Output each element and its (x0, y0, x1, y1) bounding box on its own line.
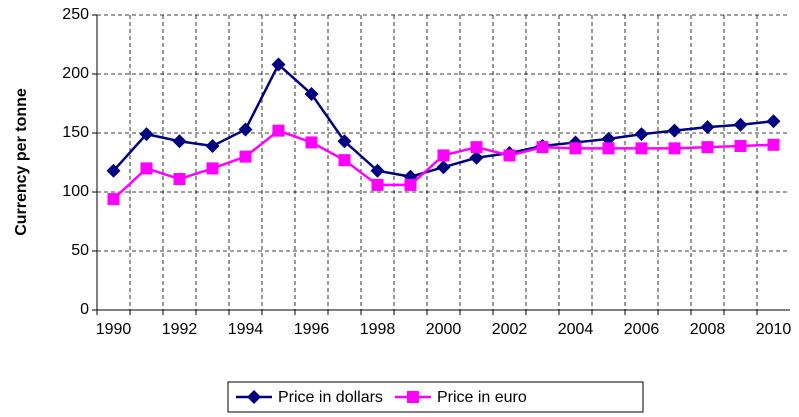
data-point (404, 178, 417, 191)
y-tick-label: 250 (62, 6, 89, 23)
x-tick-label: 2002 (492, 321, 528, 338)
data-point (733, 117, 748, 132)
legend-marker (247, 390, 261, 404)
data-point (634, 127, 649, 142)
data-point (602, 142, 615, 155)
y-tick-label: 100 (62, 183, 89, 200)
data-point (305, 136, 318, 149)
data-point (734, 139, 747, 152)
data-point (338, 154, 351, 167)
x-tick-label: 2006 (624, 321, 660, 338)
data-point (337, 134, 352, 149)
x-tick-label: 1992 (162, 321, 198, 338)
legend-box (227, 381, 644, 413)
data-point (536, 141, 549, 154)
data-point (700, 120, 715, 135)
data-point (667, 123, 682, 138)
data-point (635, 142, 648, 155)
data-point (106, 163, 121, 178)
data-point (767, 138, 780, 151)
y-axis-title: Currency per tonne (13, 88, 30, 236)
data-point (766, 114, 781, 129)
data-point (272, 124, 285, 137)
data-point (503, 149, 516, 162)
legend-marker (406, 391, 419, 403)
data-point (569, 142, 582, 155)
data-point (437, 149, 450, 162)
data-point (140, 162, 153, 175)
x-tick-label: 2008 (690, 321, 726, 338)
x-tick-label: 1990 (96, 321, 132, 338)
y-tick-label: 200 (62, 65, 89, 82)
x-tick-label: 1998 (360, 321, 396, 338)
y-tick-label: 0 (80, 301, 89, 318)
x-tick-label: 1994 (228, 321, 264, 338)
x-tick-label: 1996 (294, 321, 330, 338)
data-point (701, 141, 714, 154)
data-point (436, 160, 451, 175)
data-point (205, 138, 220, 153)
data-point (238, 122, 253, 137)
x-tick-label: 2010 (756, 321, 792, 338)
data-point (304, 87, 319, 102)
data-point (107, 193, 120, 206)
data-point (239, 150, 252, 163)
data-point (271, 57, 286, 72)
data-point (139, 127, 154, 142)
data-point (173, 173, 186, 186)
data-point (370, 163, 385, 178)
y-tick-label: 50 (71, 242, 89, 259)
data-point (172, 134, 187, 149)
x-tick-label: 2000 (426, 321, 462, 338)
y-tick-label: 150 (62, 124, 89, 141)
data-point (469, 150, 484, 165)
legend-label: Price in euro (437, 389, 527, 406)
x-tick-label: 2004 (558, 321, 594, 338)
data-point (668, 142, 681, 155)
data-point (470, 141, 483, 154)
legend-label: Price in dollars (278, 389, 383, 406)
data-point (371, 178, 384, 191)
data-point (206, 162, 219, 175)
